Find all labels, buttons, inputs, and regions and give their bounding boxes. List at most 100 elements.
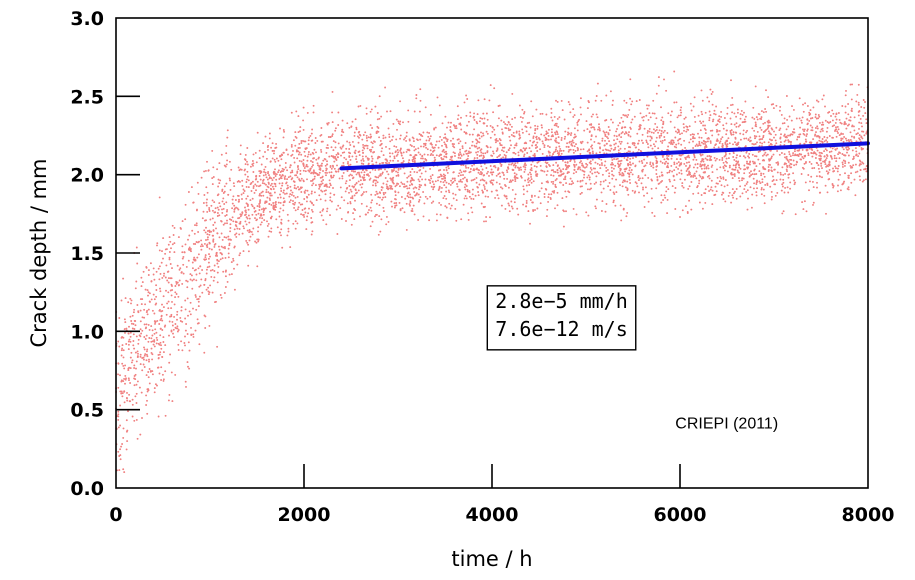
scatter-point: [623, 168, 626, 171]
scatter-point: [316, 174, 319, 177]
scatter-point: [696, 166, 699, 169]
scatter-point: [270, 146, 273, 149]
scatter-point: [155, 289, 158, 291]
scatter-point: [675, 173, 678, 176]
scatter-point: [297, 115, 300, 118]
scatter-point: [766, 182, 769, 185]
scatter-point: [530, 194, 533, 197]
scatter-point: [496, 156, 499, 159]
scatter-point: [469, 168, 472, 170]
scatter-point: [626, 188, 629, 191]
scatter-point: [212, 234, 215, 237]
scatter-point: [410, 145, 413, 147]
scatter-point: [587, 174, 590, 177]
scatter-point: [604, 210, 607, 213]
scatter-point: [306, 155, 309, 158]
scatter-point: [699, 165, 702, 168]
scatter-point: [367, 163, 370, 166]
scatter-point: [319, 211, 322, 214]
scatter-point: [205, 204, 208, 207]
scatter-point: [424, 170, 427, 173]
scatter-point: [292, 149, 294, 152]
scatter-point: [370, 201, 373, 204]
scatter-point: [688, 173, 691, 176]
scatter-point: [282, 129, 285, 131]
scatter-point: [326, 210, 328, 213]
scatter-point: [392, 181, 394, 184]
scatter-point: [633, 191, 636, 194]
scatter-point: [741, 192, 744, 195]
scatter-point: [283, 130, 286, 133]
scatter-point: [686, 126, 689, 128]
scatter-point: [300, 153, 303, 156]
scatter-point: [842, 140, 845, 143]
scatter-point: [439, 135, 442, 138]
scatter-point: [450, 179, 453, 182]
scatter-point: [443, 195, 446, 197]
scatter-point: [596, 116, 599, 119]
scatter-point: [216, 262, 219, 265]
scatter-point: [122, 468, 125, 471]
scatter-point: [550, 193, 553, 196]
scatter-point: [278, 210, 281, 213]
scatter-point: [650, 136, 653, 139]
scatter-point: [334, 170, 337, 173]
scatter-point: [511, 162, 514, 165]
scatter-point: [812, 203, 814, 206]
scatter-point: [779, 171, 782, 174]
scatter-point: [244, 153, 247, 156]
scatter-point: [207, 286, 210, 289]
scatter-point: [694, 120, 697, 123]
scatter-point: [310, 192, 313, 195]
scatter-point: [420, 145, 422, 148]
scatter-point: [658, 135, 661, 137]
scatter-point: [771, 170, 773, 173]
scatter-point: [572, 172, 575, 175]
scatter-point: [208, 206, 211, 209]
scatter-point: [840, 133, 843, 135]
scatter-point: [326, 171, 328, 174]
scatter-point: [412, 140, 415, 143]
scatter-point: [476, 113, 479, 116]
scatter-point: [770, 190, 773, 193]
scatter-point: [286, 178, 289, 181]
scatter-point: [159, 341, 162, 344]
scatter-point: [407, 196, 410, 199]
scatter-point: [732, 152, 735, 155]
scatter-point: [844, 172, 846, 175]
scatter-point: [148, 292, 151, 295]
scatter-point: [442, 173, 445, 176]
scatter-point: [194, 294, 197, 297]
scatter-point: [362, 143, 365, 146]
scatter-point: [445, 153, 448, 156]
scatter-point: [145, 394, 148, 397]
scatter-point: [323, 185, 326, 188]
scatter-point: [401, 207, 404, 210]
scatter-point: [517, 151, 520, 154]
scatter-point: [468, 190, 471, 192]
scatter-point: [378, 174, 381, 177]
scatter-point: [160, 347, 163, 350]
scatter-point: [554, 133, 557, 136]
scatter-point: [206, 191, 209, 194]
scatter-point: [808, 119, 811, 122]
scatter-point: [461, 145, 464, 148]
scatter-point: [322, 219, 325, 222]
scatter-point: [845, 146, 848, 149]
scatter-point: [501, 187, 504, 190]
scatter-point: [496, 124, 499, 127]
scatter-point: [314, 142, 317, 144]
scatter-point: [518, 169, 521, 171]
scatter-point: [693, 153, 695, 156]
scatter-point: [506, 171, 509, 174]
scatter-point: [345, 220, 347, 222]
scatter-point: [793, 164, 796, 167]
scatter-point: [117, 450, 120, 453]
scatter-point: [430, 177, 433, 180]
scatter-point: [465, 152, 468, 155]
scatter-point: [547, 200, 550, 203]
scatter-point: [746, 129, 749, 132]
scatter-point: [849, 164, 852, 167]
scatter-point: [128, 325, 130, 328]
scatter-point: [809, 109, 812, 112]
